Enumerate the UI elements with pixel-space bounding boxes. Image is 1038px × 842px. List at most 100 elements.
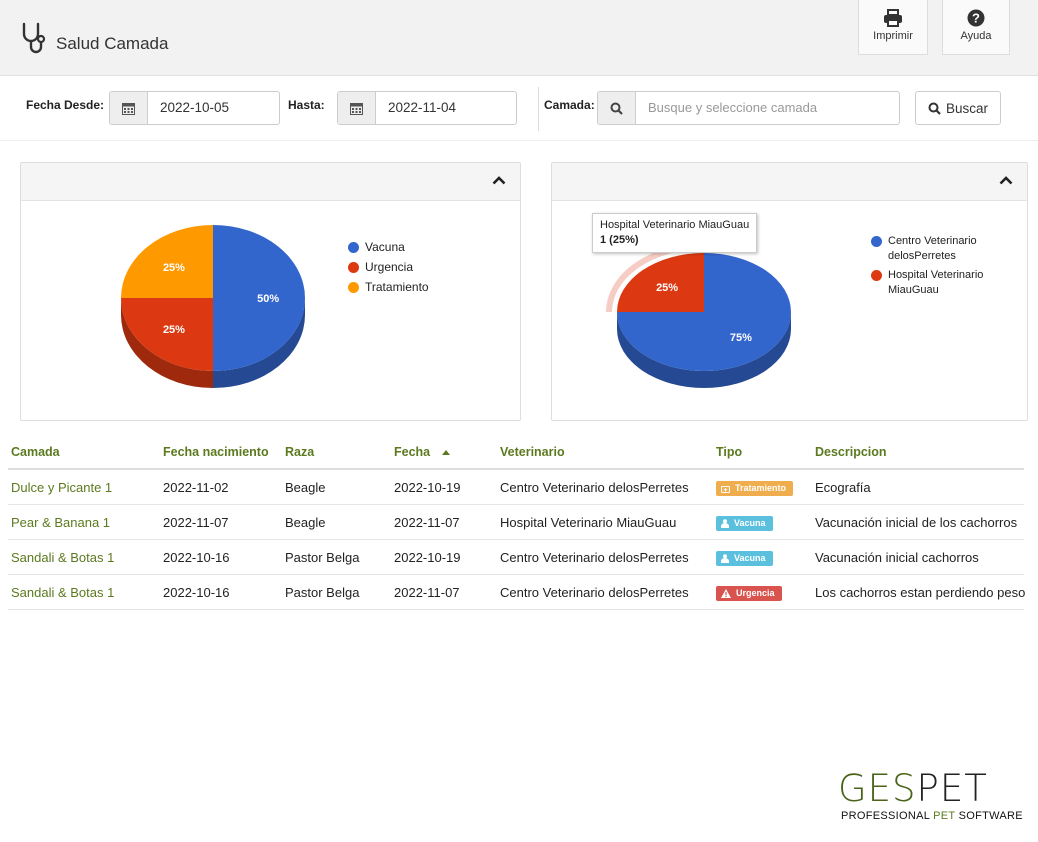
camada-label: Camada:	[544, 98, 595, 112]
from-date-value: 2022-10-05	[160, 100, 230, 115]
search-icon	[928, 102, 941, 115]
to-date-label: Hasta:	[288, 98, 325, 112]
pie-value-label: 25%	[656, 282, 678, 294]
legend-veterinario: Centro Veterinario delosPerretes Hospita…	[871, 234, 988, 302]
legend-label: Tratamiento	[365, 280, 429, 294]
tipo-badge: Vacuna	[716, 551, 773, 567]
from-date-field[interactable]: 2022-10-05	[109, 91, 280, 125]
pie-slice-side	[617, 312, 791, 388]
user-md-icon	[721, 519, 729, 529]
pie-slice-urgencia[interactable]	[121, 298, 213, 371]
table-row[interactable]: Sandali & Botas 1 2022-10-16 Pastor Belga 2…	[8, 540, 1024, 575]
filter-bar: Fecha Desde: 2022-10-05 Hasta: 2022-11-0…	[0, 77, 1038, 141]
tooltip-title: Hospital Veterinario MiauGuau	[600, 219, 750, 231]
cell-fecha: 2022-11-07	[394, 585, 460, 600]
cell-raza: Beagle	[285, 480, 326, 495]
cell-tipo: Tratamiento	[716, 470, 794, 505]
col-raza[interactable]: Raza	[285, 445, 315, 459]
help-label: Ayuda	[960, 30, 992, 42]
col-fecha-nacimiento[interactable]: Fecha nacimiento	[163, 445, 269, 459]
cell-fecha: 2022-10-19	[394, 550, 461, 565]
results-table: Camada Fecha nacimiento Raza Fecha Veter…	[8, 437, 1026, 610]
col-tipo[interactable]: Tipo	[716, 445, 743, 459]
user-md-icon	[721, 554, 729, 564]
tooltip-value: 1 (25%)	[600, 234, 639, 246]
help-button[interactable]: ? Ayuda	[942, 0, 1010, 55]
col-camada[interactable]: Camada	[11, 445, 60, 459]
chevron-up-icon[interactable]	[999, 175, 1013, 185]
calendar-icon	[338, 92, 376, 124]
page-title: Salud Camada	[56, 34, 169, 53]
camada-search-field[interactable]: Busque y seleccione camada	[597, 91, 900, 125]
cell-descripcion: Ecografía	[815, 480, 871, 495]
medkit-icon	[721, 485, 730, 493]
panel-header	[21, 163, 520, 201]
divider	[538, 87, 539, 131]
legend-item[interactable]: Tratamiento	[348, 280, 429, 294]
cell-camada[interactable]: Pear & Banana 1	[11, 515, 111, 530]
cell-fecha-nacimiento: 2022-10-16	[163, 585, 230, 600]
print-label: Imprimir	[873, 30, 913, 42]
print-button[interactable]: Imprimir	[858, 0, 928, 55]
chart-panel-veterinario: 75% 25% Centro Veterinario delosPerretes …	[551, 162, 1028, 421]
printer-icon	[884, 9, 902, 27]
cell-descripcion: Vacunación inicial cachorros	[815, 550, 979, 565]
table-row[interactable]: Dulce y Picante 1 2022-11-02 Beagle 2022-10…	[8, 470, 1024, 505]
calendar-icon	[110, 92, 148, 124]
legend-dot	[348, 262, 359, 273]
cell-raza: Pastor Belga	[285, 585, 360, 600]
cell-tipo: Vacuna	[716, 505, 773, 540]
col-fecha[interactable]: Fecha	[394, 437, 451, 467]
table-header: Camada Fecha nacimiento Raza Fecha Veter…	[8, 437, 1024, 470]
legend-item[interactable]: Vacuna	[348, 240, 429, 254]
col-descripcion[interactable]: Descripcion	[815, 445, 887, 459]
sort-up-icon	[442, 450, 451, 456]
camada-placeholder: Busque y seleccione camada	[648, 100, 818, 115]
search-label: Buscar	[945, 100, 989, 116]
pie-slice-vacuna[interactable]	[213, 225, 305, 371]
to-date-value: 2022-11-04	[388, 100, 457, 115]
question-icon: ?	[967, 9, 985, 27]
table-row[interactable]: Pear & Banana 1 2022-11-07 Beagle 2022-11-0…	[8, 505, 1024, 540]
col-fecha-label: Fecha	[394, 445, 431, 459]
pie-value-label: 75%	[730, 332, 752, 344]
legend-label: Hospital Veterinario MiauGuau	[888, 269, 984, 296]
pie-slice-side	[213, 298, 305, 388]
search-button[interactable]: Buscar	[915, 91, 1001, 125]
from-date-label: Fecha Desde:	[26, 98, 105, 112]
cell-descripcion: Vacunación inicial de los cachorros	[815, 515, 1018, 530]
pie-slice-tratamiento[interactable]	[121, 225, 213, 298]
pie-value-label: 25%	[163, 262, 185, 274]
cell-raza: Pastor Belga	[285, 550, 360, 565]
cell-fecha: 2022-10-19	[394, 480, 461, 495]
pie-value-label: 25%	[163, 324, 185, 336]
col-veterinario[interactable]: Veterinario	[500, 445, 565, 459]
legend-label: Centro Veterinario delosPerretes	[888, 235, 977, 262]
chart-tooltip: Hospital Veterinario MiauGuau 1 (25%)	[592, 213, 758, 253]
table-body: Dulce y Picante 1 2022-11-02 Beagle 2022-10…	[8, 470, 1026, 610]
gespet-logo: GESPET PROFESSIONAL PET SOFTWARE	[838, 767, 1023, 823]
pie-value-label: 50%	[257, 293, 279, 305]
pie-slice-hospital-veterinario-miauguau[interactable]	[617, 253, 704, 312]
cell-tipo: Vacuna	[716, 540, 773, 575]
logo-wordmark: GESPET	[838, 767, 988, 810]
cell-camada[interactable]: Sandali & Botas 1	[11, 585, 115, 600]
tipo-badge: Tratamiento	[716, 481, 794, 497]
cell-fecha-nacimiento: 2022-11-02	[163, 480, 229, 495]
chevron-up-icon[interactable]	[492, 175, 506, 185]
legend-item[interactable]: Urgencia	[348, 260, 429, 274]
warning-icon	[721, 589, 731, 599]
cell-veterinario: Centro Veterinario delosPerretes	[500, 550, 689, 565]
legend-item[interactable]: Hospital Veterinario MiauGuau	[871, 268, 988, 298]
table-row[interactable]: Sandali & Botas 1 2022-10-16 Pastor Belga 2…	[8, 575, 1026, 610]
legend-item[interactable]: Centro Veterinario delosPerretes	[871, 234, 988, 264]
cell-fecha-nacimiento: 2022-10-16	[163, 550, 230, 565]
to-date-field[interactable]: 2022-11-04	[337, 91, 517, 125]
cell-raza: Beagle	[285, 515, 326, 530]
cell-descripcion: Los cachorros estan perdiendo peso	[815, 585, 1026, 600]
cell-tipo: Urgencia	[716, 575, 782, 610]
cell-camada[interactable]: Dulce y Picante 1	[11, 480, 113, 495]
cell-fecha-nacimiento: 2022-11-07	[163, 515, 229, 530]
legend-dot	[348, 242, 359, 253]
cell-camada[interactable]: Sandali & Botas 1	[11, 550, 115, 565]
